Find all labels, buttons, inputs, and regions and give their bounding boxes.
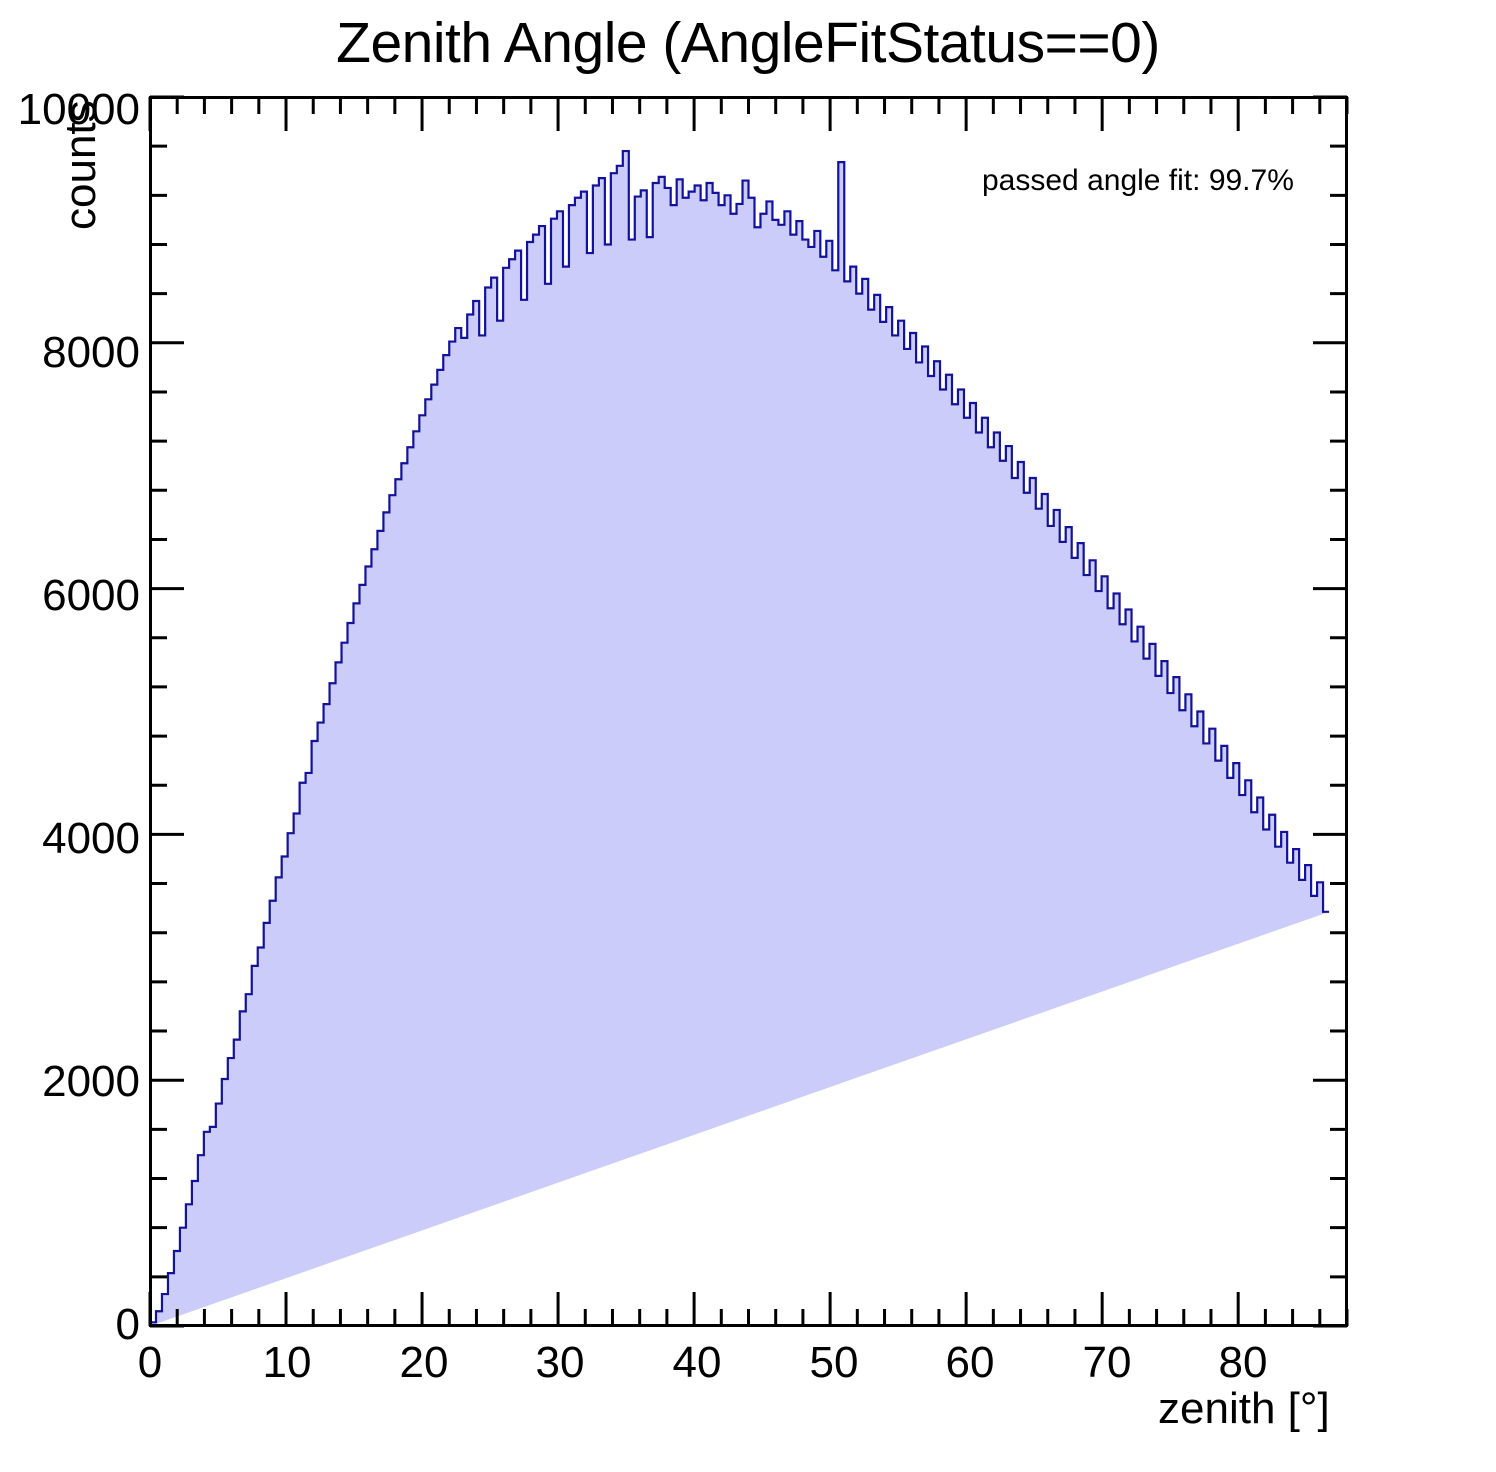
x-tick-label-0: 0: [137, 1338, 163, 1387]
x-tick-label-60: 60: [945, 1338, 995, 1387]
page-title: Zenith Angle (AngleFitStatus==0): [336, 11, 1160, 75]
histogram-series: [148, 149, 1330, 1327]
x-tick-label-40: 40: [672, 1338, 722, 1387]
y-tick-label-10000: 10000: [17, 85, 140, 134]
y-tick-label-4000: 4000: [42, 814, 140, 863]
x-tick-label-50: 50: [809, 1338, 859, 1387]
x-tick-label-10: 10: [262, 1338, 312, 1387]
x-tick-label-20: 20: [399, 1338, 449, 1387]
y-tick-label-8000: 8000: [42, 328, 140, 377]
axis-ticks: [148, 95, 1349, 1328]
x-tick-label-70: 70: [1082, 1338, 1132, 1387]
plot-frame: [149, 96, 1348, 1327]
x-tick-label-30: 30: [535, 1338, 585, 1387]
y-tick-label-2000: 2000: [42, 1057, 140, 1106]
x-tick-label-80: 80: [1218, 1338, 1268, 1387]
y-tick-label-6000: 6000: [42, 571, 140, 620]
x-axis-title: zenith [°]: [1158, 1384, 1330, 1433]
histogram-outline: [148, 149, 1330, 1326]
annotation-passed-angle-fit: passed angle fit: 99.7%: [982, 164, 1294, 197]
histogram-fill: [150, 151, 1330, 1327]
y-tick-label-0: 0: [115, 1300, 140, 1349]
